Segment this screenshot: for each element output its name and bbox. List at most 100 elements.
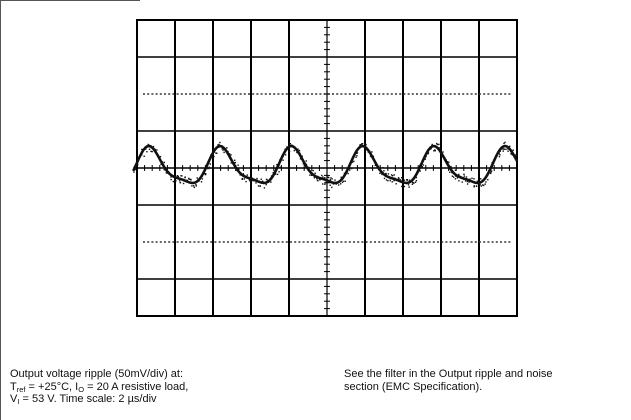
- trace-noise-dot: [237, 164, 239, 166]
- trace-noise-dot: [141, 148, 143, 151]
- trace-noise-dot: [218, 146, 220, 148]
- trace-noise-dot: [195, 181, 197, 183]
- trace-noise-dot: [415, 180, 418, 182]
- trace-noise-dot: [180, 175, 182, 177]
- trace-noise-dot: [255, 182, 257, 184]
- trace-noise-dot: [372, 155, 374, 157]
- trace-noise-dot: [253, 178, 255, 181]
- trace-noise-dot: [356, 152, 358, 154]
- caption-right-line-1: See the filter in the Output ripple and …: [344, 368, 553, 380]
- trace-noise-dot: [390, 174, 393, 176]
- trace-noise-dot: [446, 161, 449, 163]
- trace-noise-dot: [298, 149, 301, 152]
- trace-noise-dot: [341, 181, 344, 183]
- trace-noise-dot: [232, 162, 234, 164]
- trace-noise-dot: [228, 153, 231, 155]
- trace-noise-dot: [182, 182, 185, 185]
- trace-noise-dot: [389, 177, 391, 180]
- trace-noise-dot: [279, 166, 281, 168]
- trace-noise-dot: [346, 168, 349, 170]
- trace-noise-dot: [285, 148, 287, 150]
- trace-noise-dot: [515, 154, 517, 156]
- trace-noise-dot: [262, 181, 264, 183]
- trace-noise-dot: [345, 172, 347, 174]
- trace-noise-dot: [136, 162, 139, 165]
- trace-noise-dot: [454, 178, 457, 180]
- trace-noise-dot: [389, 179, 391, 182]
- trace-noise-dot: [469, 180, 471, 183]
- trace-noise-dot: [141, 154, 143, 156]
- caption-i-subscript: I: [17, 397, 20, 406]
- trace-noise-dot: [168, 172, 170, 174]
- trace-noise-dot: [395, 183, 397, 185]
- trace-noise-dot: [282, 156, 284, 158]
- trace-noise-dot: [484, 183, 486, 185]
- trace-noise-dot: [432, 145, 434, 147]
- trace-noise-dot: [429, 148, 432, 150]
- trace-noise-dot: [322, 176, 324, 178]
- trace-noise-dot: [492, 162, 494, 165]
- trace-noise-dot: [397, 177, 400, 179]
- trace-noise-dot: [276, 173, 279, 176]
- trace-noise-dot: [343, 172, 346, 175]
- trace-noise-dot: [245, 175, 247, 178]
- trace-noise-dot: [312, 169, 314, 172]
- trace-noise-dot: [344, 180, 346, 182]
- trace-noise-dot: [148, 144, 151, 146]
- trace-noise-dot: [430, 147, 432, 149]
- trace-noise-dot: [184, 180, 187, 183]
- trace-noise-dot: [256, 177, 258, 180]
- trace-noise-dot: [133, 166, 135, 169]
- figure-top-rule: [0, 0, 140, 1]
- trace-noise-dot: [441, 153, 444, 156]
- trace-noise-dot: [425, 152, 428, 154]
- trace-noise-dot: [261, 180, 264, 182]
- trace-noise-dot: [200, 181, 203, 183]
- trace-noise-dot: [355, 156, 357, 158]
- trace-noise-dot: [185, 179, 187, 182]
- trace-noise-dot: [511, 153, 513, 156]
- trace-noise-dot: [365, 149, 368, 151]
- trace-noise-dot: [329, 184, 331, 186]
- caption-right-line-2: section (EMC Specification).: [344, 380, 483, 393]
- trace-noise-dot: [414, 181, 417, 183]
- trace-noise-dot: [330, 177, 332, 179]
- trace-noise-dot: [515, 156, 517, 158]
- trace-noise-dot: [221, 146, 223, 148]
- trace-noise-dot: [176, 175, 179, 177]
- trace-noise-dot: [364, 144, 367, 146]
- trace-noise-dot: [300, 156, 302, 158]
- trace-noise-dot: [471, 177, 473, 179]
- trace-noise-dot: [490, 170, 493, 172]
- trace-noise-dot: [416, 171, 418, 174]
- caption-load-text: = 20 A resistive load,: [84, 380, 189, 393]
- trace-noise-dot: [196, 177, 198, 179]
- trace-noise-dot: [397, 178, 400, 181]
- trace-noise-dot: [440, 152, 442, 154]
- trace-noise-dot: [408, 179, 411, 181]
- trace-noise-dot: [385, 179, 388, 181]
- trace-noise-dot: [156, 153, 158, 155]
- trace-noise-dot: [423, 157, 425, 159]
- trace-noise-dot: [210, 154, 212, 156]
- trace-noise-dot: [407, 184, 410, 186]
- trace-noise-dot: [206, 167, 209, 170]
- trace-noise-dot: [454, 169, 457, 171]
- trace-noise-dot: [205, 173, 207, 175]
- caption-t-symbol: T: [10, 380, 17, 393]
- trace-noise-dot: [319, 177, 321, 180]
- trace-noise-dot: [431, 143, 433, 146]
- trace-noise-dot: [314, 174, 316, 176]
- trace-noise-dot: [493, 159, 495, 161]
- trace-noise-dot: [463, 175, 465, 177]
- trace-noise-dot: [253, 180, 255, 182]
- trace-noise-dot: [228, 153, 230, 155]
- trace-noise-dot: [398, 177, 400, 180]
- trace-noise-dot: [322, 183, 324, 185]
- trace-noise-dot: [297, 148, 299, 150]
- trace-noise-dot: [349, 163, 351, 166]
- trace-noise-dot: [351, 158, 354, 161]
- trace-noise-dot: [133, 171, 135, 173]
- trace-noise-dot: [495, 154, 497, 157]
